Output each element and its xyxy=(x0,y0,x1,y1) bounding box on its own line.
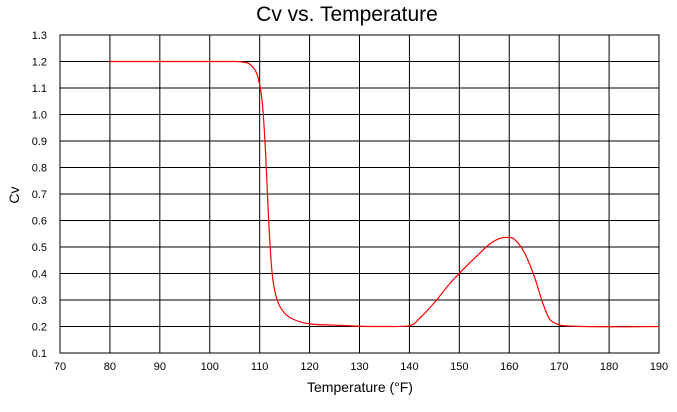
x-tick-label: 70 xyxy=(54,361,66,373)
y-tick-label: 1.1 xyxy=(32,83,47,95)
x-tick-label: 160 xyxy=(500,361,518,373)
y-tick-label: 0.8 xyxy=(32,163,47,175)
y-tick-label: 1.3 xyxy=(32,30,47,42)
x-tick-label: 140 xyxy=(400,361,418,373)
x-tick-label: 130 xyxy=(350,361,368,373)
y-tick-label: 0.9 xyxy=(32,136,47,148)
x-axis-label: Temperature (°F) xyxy=(307,379,413,395)
x-tick-label: 80 xyxy=(104,361,116,373)
grid-lines xyxy=(59,34,660,354)
y-tick-label: 0.2 xyxy=(32,322,47,334)
series-line xyxy=(109,60,660,328)
x-tick-label: 110 xyxy=(251,361,269,373)
x-tick-label: 120 xyxy=(300,361,318,373)
x-tick-label: 190 xyxy=(650,361,668,373)
x-tick-label: 90 xyxy=(154,361,166,373)
y-tick-label: 0.1 xyxy=(32,348,47,360)
x-tick-label: 180 xyxy=(600,361,618,373)
x-tick-label: 100 xyxy=(201,361,219,373)
y-axis-label: Cv xyxy=(6,186,22,203)
y-tick-label: 0.7 xyxy=(32,189,47,201)
x-tick-labels: 70 80 90 100 110 120 130 140 150 160 170 180 190 xyxy=(54,361,668,373)
series-group xyxy=(109,60,660,328)
chart-title: Cv vs. Temperature xyxy=(256,3,438,26)
plot-frame xyxy=(59,34,660,354)
y-tick-label: 0.4 xyxy=(32,269,47,281)
y-tick-label: 0.6 xyxy=(32,216,47,228)
x-tick-label: 150 xyxy=(450,361,468,373)
y-tick-labels: 0.1 0.2 0.3 0.4 0.5 0.6 0.7 0.8 0.9 1.0 1.1 1.2 1.3 xyxy=(32,30,47,360)
y-tick-label: 1.0 xyxy=(32,110,47,122)
y-tick-label: 0.3 xyxy=(32,295,47,307)
y-tick-label: 0.5 xyxy=(32,242,47,254)
x-tick-label: 170 xyxy=(550,361,568,373)
y-tick-label: 1.2 xyxy=(32,57,47,69)
